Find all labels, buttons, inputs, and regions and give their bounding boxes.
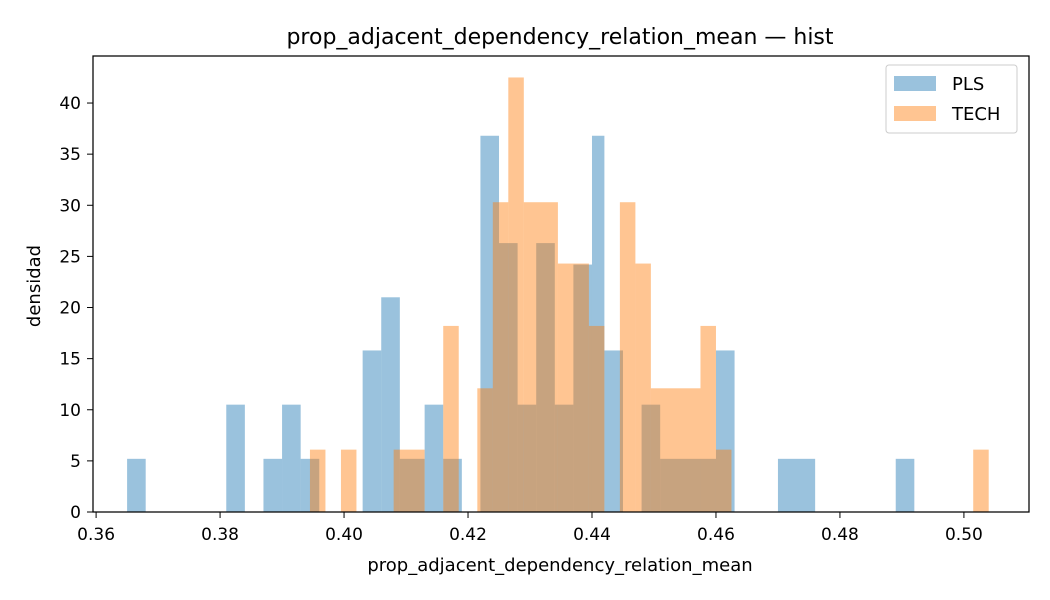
x-tick-label-6: 0.48 xyxy=(821,525,859,545)
pls-bar-22 xyxy=(895,458,915,512)
pls-bar-8 xyxy=(424,404,444,512)
y-tick-label-7: 35 xyxy=(59,145,81,165)
tech-bar-14 xyxy=(715,449,732,512)
pls-bar-16 xyxy=(591,135,605,512)
pls-bar-11 xyxy=(499,243,518,512)
y-axis-ticks: 0 5 10 15 20 25 30 35 40 xyxy=(59,94,93,523)
tech-bar-6 xyxy=(508,77,524,512)
tech-bar-15 xyxy=(973,449,989,512)
pls-bar-15 xyxy=(573,264,592,512)
pls-bar-18 xyxy=(641,404,661,512)
y-tick-label-4: 20 xyxy=(59,299,81,319)
tech-bar-1 xyxy=(340,449,357,512)
legend-label-tech: TECH xyxy=(951,104,1000,125)
y-tick-label-5: 25 xyxy=(59,247,81,267)
x-axis-label: prop_adjacent_dependency_relation_mean xyxy=(367,555,752,576)
pls-bar-3 xyxy=(282,404,301,512)
tech-bar-8 xyxy=(557,263,589,512)
y-tick-label-2: 10 xyxy=(59,401,81,421)
pls-bar-2 xyxy=(263,458,283,512)
x-tick-label-4: 0.44 xyxy=(573,525,611,545)
x-tick-label-5: 0.46 xyxy=(697,525,735,545)
tech-bars xyxy=(309,77,989,512)
pls-bar-12 xyxy=(517,404,537,512)
pls-bars xyxy=(127,135,915,512)
y-tick-label-8: 40 xyxy=(59,94,81,114)
tech-bar-12 xyxy=(650,388,701,512)
pls-bar-21 xyxy=(777,458,816,512)
tech-bar-3 xyxy=(443,325,459,512)
pls-bar-19 xyxy=(660,458,716,512)
pls-bar-0 xyxy=(127,458,146,512)
tech-bar-7 xyxy=(523,202,558,512)
chart-title: prop_adjacent_dependency_relation_mean —… xyxy=(286,25,833,50)
legend-swatch-tech xyxy=(894,106,936,121)
pls-bar-1 xyxy=(226,404,245,512)
y-tick-label-6: 30 xyxy=(59,196,81,216)
y-tick-label-3: 15 xyxy=(59,350,81,370)
y-tick-label-0: 0 xyxy=(70,503,81,523)
pls-bar-20 xyxy=(715,350,735,512)
pls-bar-9 xyxy=(443,458,462,512)
pls-bar-10 xyxy=(480,135,500,512)
legend-box xyxy=(885,64,1018,134)
pls-bar-6 xyxy=(381,297,400,512)
tech-bar-5 xyxy=(492,202,509,512)
tech-bar-0 xyxy=(309,449,326,512)
y-tick-label-1: 5 xyxy=(70,452,81,472)
y-axis-label: densidad xyxy=(24,245,45,327)
plot-frame xyxy=(92,55,1030,513)
pls-bar-17 xyxy=(604,350,623,512)
tech-bar-10 xyxy=(619,202,636,512)
x-tick-label-3: 0.42 xyxy=(449,525,487,545)
pls-bar-14 xyxy=(554,404,574,512)
plot-area xyxy=(127,77,989,512)
pls-bar-4 xyxy=(300,458,320,512)
x-tick-label-0: 0.36 xyxy=(77,525,115,545)
tech-bar-9 xyxy=(588,325,605,512)
tech-bar-13 xyxy=(700,325,716,512)
tech-bar-11 xyxy=(635,263,651,512)
tech-bar-4 xyxy=(477,388,493,512)
legend-label-pls: PLS xyxy=(952,74,984,95)
x-tick-label-1: 0.38 xyxy=(201,525,239,545)
x-tick-label-2: 0.40 xyxy=(325,525,363,545)
x-tick-label-7: 0.50 xyxy=(945,525,983,545)
pls-bar-5 xyxy=(362,350,382,512)
x-axis-ticks: 0.36 0.38 0.40 0.42 0.44 0.46 0.48 0.50 xyxy=(77,512,983,545)
legend: PLS TECH xyxy=(885,64,1018,134)
pls-bar-13 xyxy=(536,243,555,512)
pls-bar-7 xyxy=(399,458,425,512)
legend-swatch-pls xyxy=(894,76,936,91)
tech-bar-2 xyxy=(393,449,425,512)
